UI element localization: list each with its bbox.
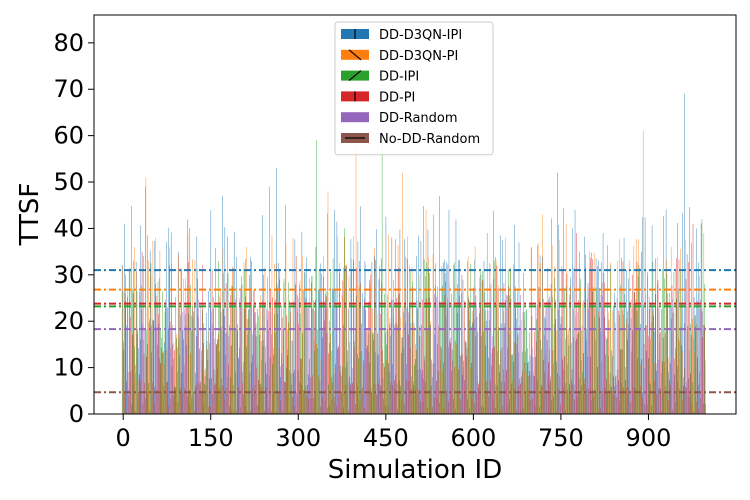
- legend-box: [334, 21, 494, 156]
- legend: DD-D3QN-IPI DD-D3QN-PI DD-IPI DD-PI DD-Rando…: [334, 21, 494, 156]
- bars-layer: [121, 93, 706, 414]
- y-tick-label: 50: [53, 168, 84, 196]
- x-tick-label: 750: [538, 424, 584, 452]
- y-tick-label: 30: [53, 261, 84, 289]
- x-axis-title: Simulation ID: [328, 455, 502, 485]
- x-tick-label: 900: [626, 424, 672, 452]
- x-tick-label: 150: [188, 424, 234, 452]
- x-tick-label: 450: [363, 424, 409, 452]
- x-tick-label: 300: [275, 424, 321, 452]
- legend-label-dd-pi: DD-PI: [379, 90, 415, 105]
- y-tick-label: 70: [53, 75, 84, 103]
- y-tick-label: 10: [53, 354, 84, 382]
- legend-label-dd-d3qn-pi: DD-D3QN-PI: [379, 49, 458, 64]
- legend-hatch-mark: [348, 70, 362, 82]
- y-tick-label: 40: [53, 214, 84, 242]
- x-tick-label: 0: [116, 424, 131, 452]
- legend-label-dd-random: DD-Random: [379, 111, 458, 126]
- legend-label-dd-ipi: DD-IPI: [379, 70, 419, 85]
- y-tick-label: 60: [53, 122, 84, 150]
- x-axis-ticks: 0 150 300 450 600 750 900: [116, 414, 672, 452]
- y-axis-title: TTSF: [15, 183, 45, 247]
- mean-lines-layer: [94, 269, 736, 394]
- y-tick-label: 80: [53, 29, 84, 57]
- legend-label-dd-d3qn-ipi: DD-D3QN-IPI: [379, 28, 462, 43]
- plot-area-frame: [93, 14, 737, 415]
- legend-swatch-dd-random: [341, 112, 369, 123]
- x-tick-label: 600: [450, 424, 496, 452]
- y-tick-label: 20: [53, 307, 84, 335]
- legend-label-no-dd-random: No-DD-Random: [379, 132, 480, 147]
- y-axis-ticks: 0 10 20 30 40 50 60 70 80: [53, 29, 94, 428]
- y-tick-label: 0: [69, 400, 84, 428]
- legend-hatch-mark: [348, 49, 362, 61]
